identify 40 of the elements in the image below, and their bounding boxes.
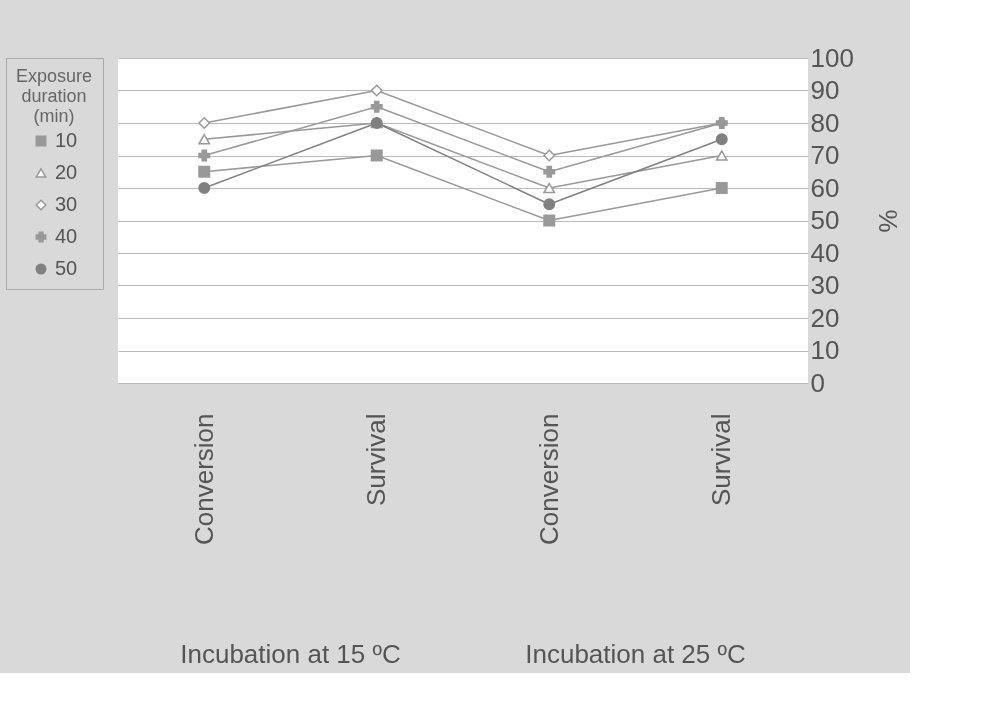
- point: [715, 150, 728, 161]
- point: [370, 100, 383, 113]
- legend-label: 30: [55, 193, 78, 215]
- y-tick-label: 40: [810, 237, 840, 268]
- y-tick-label: 70: [810, 140, 840, 170]
- x-tick-label: Survival: [361, 413, 392, 506]
- x-tick-label: Survival: [706, 413, 737, 506]
- point: [543, 214, 556, 227]
- x-tick-label: Conversion: [533, 413, 564, 546]
- legend-title: Exposure duration (min): [15, 66, 93, 126]
- point: [198, 117, 211, 129]
- point: [370, 84, 383, 97]
- y-tick-label: 90: [810, 75, 840, 105]
- legend-label: 20: [55, 161, 78, 183]
- y-tick-label: 0: [810, 367, 825, 398]
- point: [370, 149, 383, 162]
- point: [543, 198, 556, 211]
- y-tick-label: 20: [810, 302, 840, 333]
- point: [198, 165, 211, 178]
- point: [715, 133, 728, 146]
- text: Incubation at 15 ºC: [180, 639, 401, 669]
- y-tick-label: 100: [810, 42, 854, 73]
- y-tick-label: 50: [810, 205, 840, 235]
- point: [198, 133, 211, 145]
- point: [543, 149, 556, 162]
- legend-label: 50: [55, 257, 78, 279]
- legend-label: 40: [55, 225, 78, 247]
- point: [198, 182, 211, 194]
- text: Incubation at 25 ºC: [525, 639, 746, 669]
- y-axis-title: %: [872, 209, 903, 233]
- point: [543, 165, 556, 178]
- legend-label: 10: [55, 129, 78, 151]
- point: [543, 182, 556, 194]
- y-tick-label: 80: [810, 107, 840, 138]
- y-tick-label: 30: [810, 270, 840, 300]
- point: [198, 149, 211, 162]
- x-tick-label: Conversion: [188, 413, 219, 546]
- y-tick-label: 60: [810, 172, 840, 203]
- point: [715, 182, 728, 194]
- y-tick-label: 10: [810, 335, 840, 365]
